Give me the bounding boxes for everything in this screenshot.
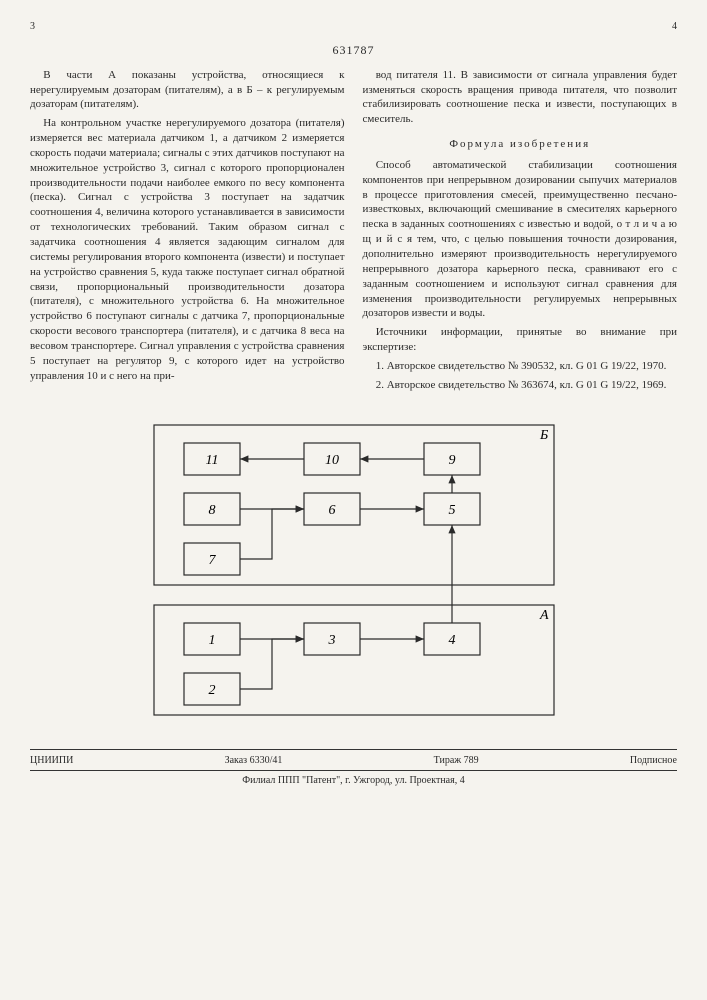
svg-text:10: 10 [325,453,339,468]
svg-text:11: 11 [205,453,218,468]
footer-branch: Филиал ППП "Патент", г. Ужгород, ул. Про… [30,770,677,788]
svg-text:Б: Б [539,428,548,443]
block-diagram: Б 11 10 9 8 6 5 7 А 1 3 4 2 [30,415,677,735]
svg-text:5: 5 [448,503,455,518]
footer-sub: Подписное [630,754,677,768]
svg-text:4: 4 [448,633,455,648]
footer-tirazh: Тираж 789 [434,754,479,768]
footer-line: ЦНИИПИ Заказ 6330/41 Тираж 789 Подписное [30,749,677,768]
formula-title: Формула изобретения [363,137,678,152]
svg-text:6: 6 [328,503,335,518]
right-p4: 1. Авторское свидетельство № 390532, кл.… [363,359,678,374]
right-column: вод питателя 11. В зависимости от сигнал… [363,68,678,397]
right-p5: 2. Авторское свидетельство № 363674, кл.… [363,378,678,393]
right-page-num: 4 [672,20,677,34]
svg-text:3: 3 [327,633,335,648]
svg-text:2: 2 [208,683,215,698]
footer-org: ЦНИИПИ [30,754,73,768]
text-columns: В части А показаны устройства, относящие… [30,68,677,397]
page-numbers: 3 4 [30,20,677,34]
diagram-svg: Б 11 10 9 8 6 5 7 А 1 3 4 2 [134,415,574,735]
svg-text:А: А [539,608,549,623]
svg-text:7: 7 [208,553,216,568]
left-column: В части А показаны устройства, относящие… [30,68,345,397]
footer-order: Заказ 6330/41 [225,754,283,768]
right-p3: Источники информации, принятые во вниман… [363,325,678,355]
svg-text:8: 8 [208,503,215,518]
svg-text:9: 9 [448,453,455,468]
left-page-num: 3 [30,20,35,34]
left-p2: На контрольном участке нерегулируемого д… [30,116,345,383]
right-p1: вод питателя 11. В зависимости от сигнал… [363,68,678,127]
svg-text:1: 1 [208,633,215,648]
document-number: 631787 [30,42,677,58]
left-p1: В части А показаны устройства, относящие… [30,68,345,113]
right-p2: Способ автоматической стабилизации соотн… [363,158,678,321]
